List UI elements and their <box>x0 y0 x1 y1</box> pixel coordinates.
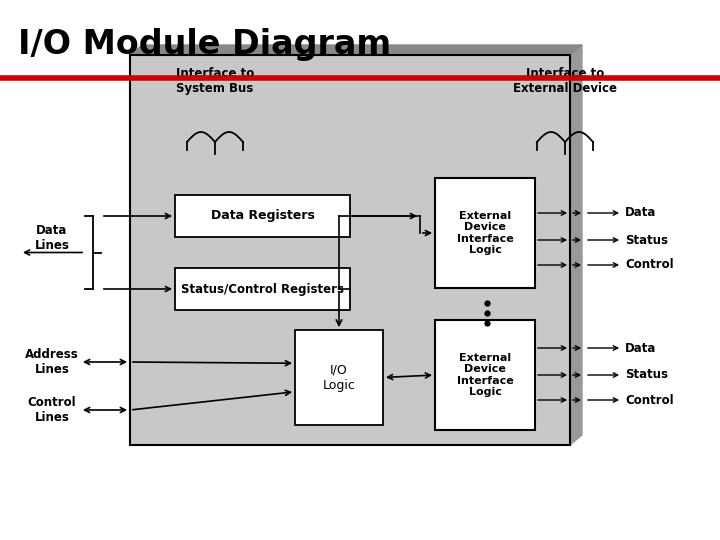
Text: Control: Control <box>625 394 674 407</box>
Polygon shape <box>130 45 582 55</box>
Text: Interface to
External Device: Interface to External Device <box>513 67 617 95</box>
Text: Control: Control <box>625 259 674 272</box>
Text: Address
Lines: Address Lines <box>25 348 79 376</box>
Text: External
Device
Interface
Logic: External Device Interface Logic <box>456 353 513 397</box>
Text: Data
Lines: Data Lines <box>35 224 69 252</box>
Text: I/O
Logic: I/O Logic <box>323 363 356 392</box>
Text: Status: Status <box>625 368 668 381</box>
Text: Control
Lines: Control Lines <box>27 396 76 424</box>
Text: Status: Status <box>625 233 668 246</box>
Text: Data: Data <box>625 206 657 219</box>
Text: Data Registers: Data Registers <box>210 210 315 222</box>
Bar <box>435 178 535 288</box>
Text: Interface to
System Bus: Interface to System Bus <box>176 67 254 95</box>
Text: External
Device
Interface
Logic: External Device Interface Logic <box>456 211 513 255</box>
Text: Data: Data <box>625 341 657 354</box>
Polygon shape <box>570 45 582 445</box>
Bar <box>175 268 350 310</box>
Bar <box>130 55 570 445</box>
Text: I/O Module Diagram: I/O Module Diagram <box>18 28 391 61</box>
Text: Status/Control Registers: Status/Control Registers <box>181 282 344 295</box>
Bar <box>435 320 535 430</box>
Bar <box>175 195 350 237</box>
Bar <box>295 330 383 425</box>
